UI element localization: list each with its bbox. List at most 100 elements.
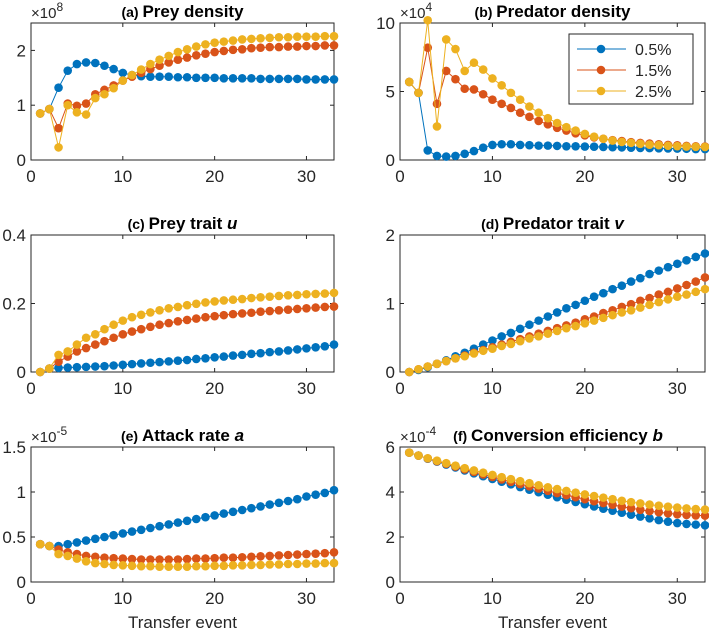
data-point (645, 293, 654, 303)
data-point (571, 488, 580, 497)
data-point (599, 288, 608, 298)
data-point (136, 525, 146, 535)
data-point (191, 42, 201, 51)
data-point (589, 316, 599, 325)
data-point (423, 146, 433, 155)
data-point (182, 45, 192, 54)
data-point (691, 252, 701, 262)
y-tick-label: 1 (17, 96, 26, 115)
data-point (109, 361, 118, 370)
subplot-title: (f) Conversion efficiency b (453, 426, 663, 445)
data-point (90, 58, 100, 68)
data-point (552, 118, 562, 128)
subplot-b: 0 10 20 30 0 5 10 ×104 (b) Predator density 0.5% 1… (376, 0, 709, 186)
data-point (682, 504, 691, 513)
data-point (460, 351, 469, 361)
data-point (265, 306, 275, 316)
data-point (210, 73, 219, 83)
data-point (247, 560, 256, 570)
data-point (228, 74, 238, 83)
data-point (672, 503, 682, 512)
data-point (182, 562, 192, 571)
data-point (663, 295, 673, 304)
data-point (506, 103, 516, 113)
axis-exponent: ×108 (31, 0, 63, 22)
data-point (265, 33, 275, 43)
data-point (404, 367, 414, 377)
data-point (432, 359, 442, 369)
data-point (682, 290, 691, 299)
data-point (599, 134, 608, 144)
data-point (626, 306, 636, 315)
data-point (219, 553, 229, 562)
data-point (414, 451, 423, 460)
x-tick-label: 0 (395, 589, 404, 608)
data-point (329, 31, 339, 41)
data-point (608, 136, 617, 145)
data-point (90, 340, 100, 349)
subplot-d: 0 10 20 30 0 1 2 (d) Predator trait v (386, 214, 709, 398)
data-point (72, 554, 82, 563)
data-point (283, 559, 293, 569)
data-point (155, 521, 164, 531)
data-point (441, 35, 451, 44)
data-point (700, 521, 709, 530)
x-axis-label: Transfer event (128, 613, 237, 632)
series-series-3 (404, 284, 709, 377)
data-point (525, 112, 534, 122)
data-point (626, 497, 636, 507)
data-point (146, 523, 155, 533)
data-point (497, 81, 506, 90)
data-point (247, 34, 256, 44)
data-point (109, 320, 118, 330)
data-point (100, 553, 109, 562)
plot-area (404, 448, 709, 530)
data-point (311, 549, 320, 558)
data-point (478, 468, 488, 477)
data-point (237, 35, 247, 44)
data-point (219, 509, 229, 518)
y-tick-label: 0 (386, 151, 395, 170)
data-point (292, 74, 302, 84)
data-point (451, 354, 460, 363)
data-point (219, 37, 229, 46)
data-point (201, 298, 210, 307)
data-point (292, 550, 302, 559)
data-point (109, 64, 118, 74)
data-point (237, 309, 247, 318)
data-point (589, 132, 599, 142)
y-tick-label: 6 (386, 438, 395, 457)
data-point (451, 74, 460, 84)
y-tick-label: 0.2 (2, 295, 26, 314)
data-point (81, 362, 91, 372)
data-point (247, 503, 256, 513)
data-point (580, 142, 590, 151)
data-point (155, 306, 164, 315)
data-point (700, 249, 709, 258)
data-point (219, 296, 229, 305)
data-point (525, 320, 534, 330)
series-series-3 (35, 539, 339, 571)
data-point (515, 95, 525, 105)
data-point (700, 284, 709, 294)
data-point (90, 552, 100, 562)
data-point (118, 561, 128, 570)
data-point (682, 142, 691, 151)
data-point (155, 55, 164, 65)
axis-exponent: ×104 (400, 0, 432, 22)
data-point (191, 354, 201, 364)
data-point (72, 340, 82, 349)
data-point (182, 355, 192, 365)
data-point (617, 496, 627, 506)
data-point (201, 354, 210, 363)
x-tick-label: 20 (575, 589, 594, 608)
data-point (469, 349, 479, 358)
data-point (329, 340, 339, 349)
data-point (54, 143, 63, 152)
data-point (72, 538, 82, 547)
x-tick-label: 30 (668, 167, 687, 186)
data-point (164, 318, 174, 328)
data-point (237, 74, 247, 83)
data-point (274, 32, 284, 42)
plot-area (35, 31, 339, 152)
